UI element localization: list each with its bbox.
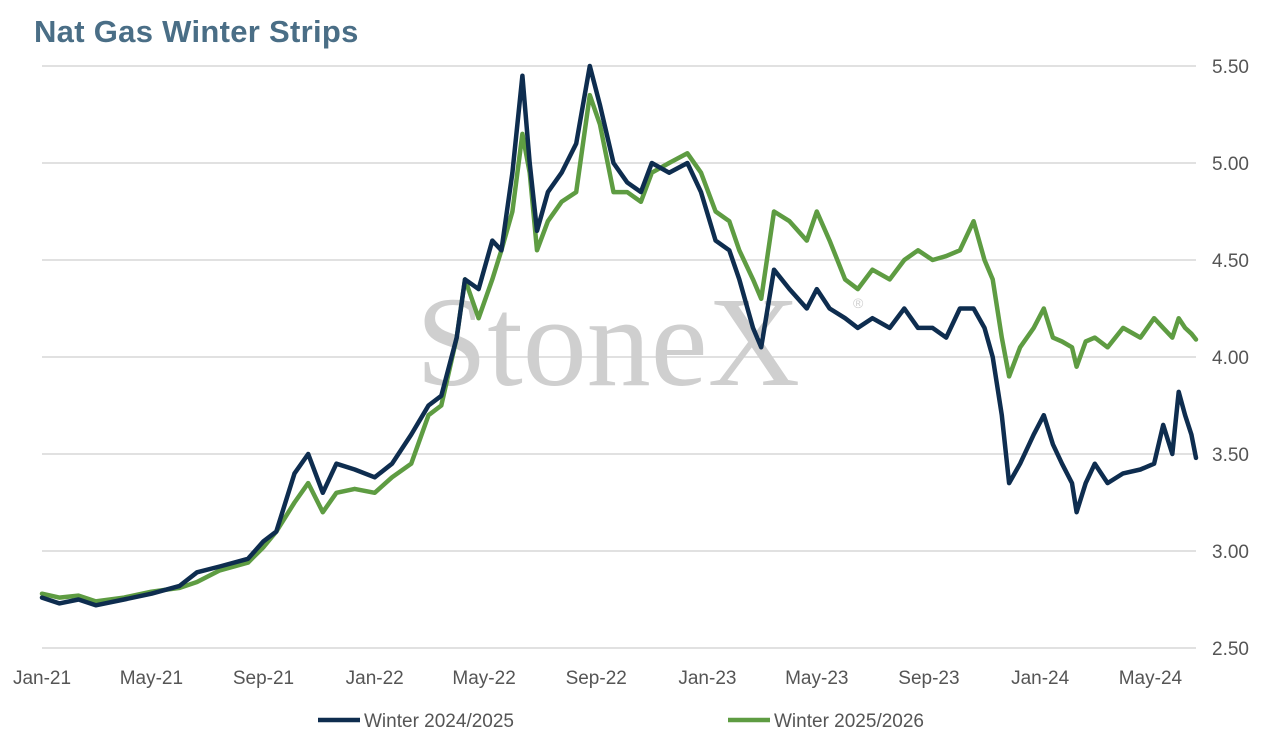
series-line-1 xyxy=(39,63,1199,608)
x-axis-ticks: Jan-21 May-21 Sep-21 Jan-22 May-22 Sep-22 Jan-… xyxy=(13,668,1183,689)
legend-label: Winter 2024/2025 xyxy=(364,711,514,732)
y-tick-label: 5.50 xyxy=(1212,57,1249,78)
y-tick-label: 3.50 xyxy=(1212,445,1249,466)
y-tick-label: 4.50 xyxy=(1212,251,1249,272)
watermark-text: StoneX xyxy=(416,271,800,413)
y-tick-label: 3.00 xyxy=(1212,542,1249,563)
chart-title: Nat Gas Winter Strips xyxy=(34,14,359,49)
x-tick-label: Jan-23 xyxy=(678,668,736,689)
x-tick-label: May-23 xyxy=(785,668,848,689)
x-tick-label: Jan-24 xyxy=(1011,668,1070,689)
y-axis-ticks: 2.50 3.00 3.50 4.00 4.50 5.00 5.50 xyxy=(1212,57,1249,660)
watermark-registered-mark: ® xyxy=(853,295,864,311)
series-line-2 xyxy=(39,92,1199,604)
x-tick-label: May-21 xyxy=(120,668,183,689)
legend: Winter 2024/2025 Winter 2025/2026 xyxy=(318,711,924,732)
y-tick-label: 4.00 xyxy=(1212,348,1249,369)
gridlines xyxy=(42,65,1196,649)
legend-label: Winter 2025/2026 xyxy=(774,711,924,732)
x-tick-label: Jan-21 xyxy=(13,668,71,689)
y-tick-label: 5.00 xyxy=(1212,154,1249,175)
x-tick-label: Sep-22 xyxy=(566,668,627,689)
x-tick-label: Jan-22 xyxy=(346,668,404,689)
x-tick-label: Sep-23 xyxy=(898,668,959,689)
x-tick-label: May-24 xyxy=(1119,668,1183,689)
series-lines xyxy=(39,63,1199,608)
y-tick-label: 2.50 xyxy=(1212,639,1249,660)
x-tick-label: Sep-21 xyxy=(233,668,294,689)
watermark: StoneX ® xyxy=(416,271,864,413)
x-tick-label: May-22 xyxy=(452,668,515,689)
